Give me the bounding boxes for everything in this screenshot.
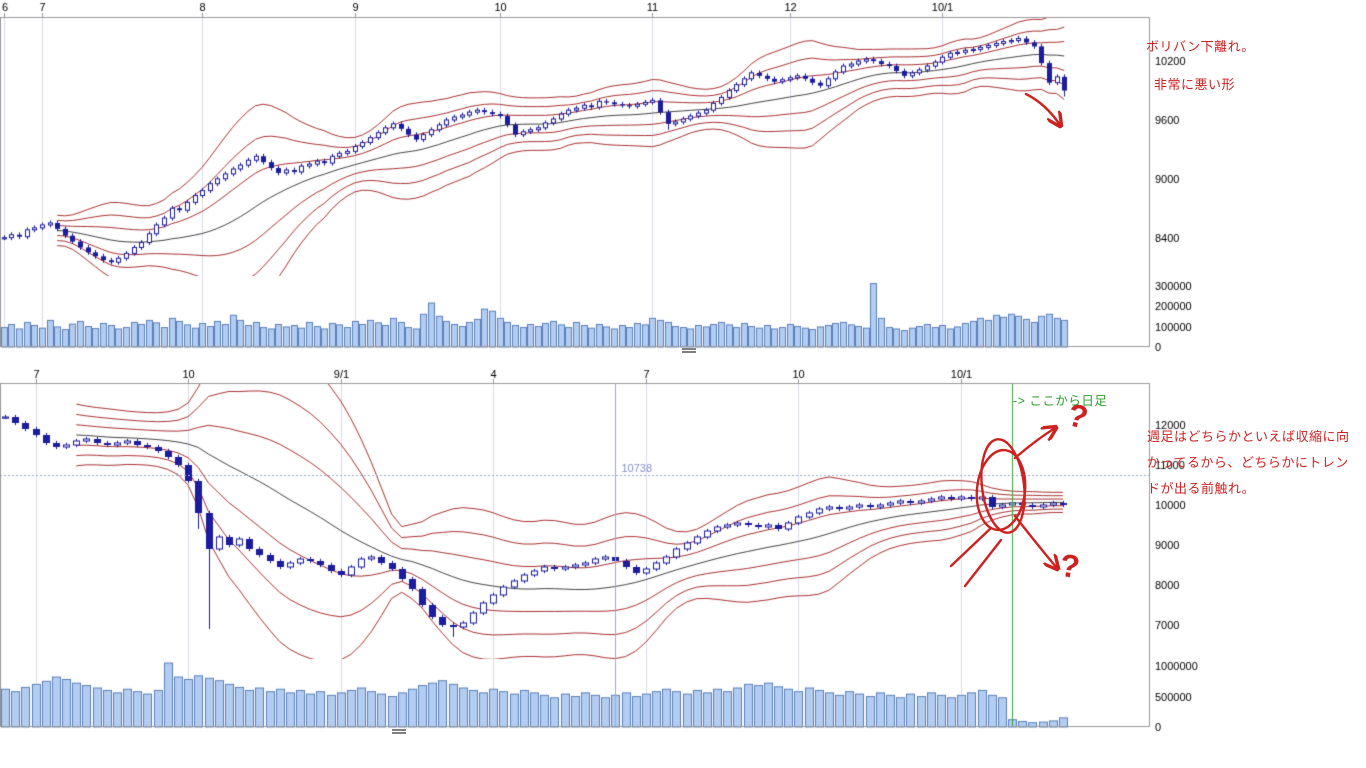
daily-annotation-line2: 非常に悪い形 <box>1154 77 1236 92</box>
weekly-chart-scrollbar-thumb[interactable] <box>392 729 406 734</box>
weekly-annotation-line1: 週足はどちらかといえば収縮に向 <box>1147 429 1350 444</box>
weekly-candlestick-chart[interactable] <box>0 368 1206 740</box>
weekly-green-note: -> ここから日足 <box>1013 394 1108 408</box>
weekly-annotation-line2: かってるから、どちらかにトレン <box>1147 455 1349 470</box>
weekly-annotation-line3: ドが出る前触れ。 <box>1147 481 1256 496</box>
daily-annotation-line1: ボリバン下離れ。 <box>1146 39 1255 54</box>
daily-candlestick-chart[interactable] <box>0 0 1206 356</box>
daily-chart-scrollbar-thumb[interactable] <box>682 348 696 353</box>
